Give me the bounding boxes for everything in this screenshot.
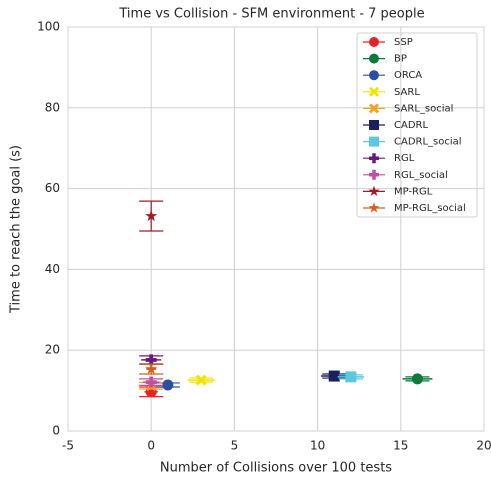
legend-marker bbox=[369, 37, 379, 47]
legend-text: RGL_social bbox=[394, 170, 448, 181]
point bbox=[145, 209, 158, 222]
x-tick-label: -5 bbox=[62, 439, 74, 453]
legend-text: MP-RGL_social bbox=[394, 203, 466, 214]
point bbox=[145, 362, 158, 375]
legend-text: BP bbox=[394, 54, 407, 65]
y-tick-label: 80 bbox=[45, 100, 60, 114]
legend-marker bbox=[369, 136, 379, 147]
x-tick-label: 0 bbox=[147, 439, 155, 453]
legend-text: SARL_social bbox=[394, 103, 453, 114]
legend-text: CADRL_social bbox=[394, 137, 462, 148]
y-axis-label: Time to reach the goal (s) bbox=[9, 145, 24, 314]
x-tick-label: 20 bbox=[476, 439, 491, 453]
x-axis-label: Number of Collisions over 100 tests bbox=[160, 461, 392, 476]
legend-marker bbox=[369, 103, 379, 114]
y-tick-label: 20 bbox=[45, 343, 60, 357]
point bbox=[162, 379, 174, 391]
legend-text: SSP bbox=[394, 37, 413, 48]
x-tick-label: 15 bbox=[393, 439, 408, 453]
legend-text: RGL bbox=[394, 153, 415, 164]
point bbox=[345, 371, 357, 383]
legend-marker bbox=[369, 70, 379, 81]
point bbox=[411, 373, 423, 385]
point bbox=[145, 376, 157, 388]
y-tick-label: 0 bbox=[52, 424, 60, 438]
legend-marker bbox=[369, 153, 379, 164]
point bbox=[145, 354, 157, 366]
legend bbox=[356, 32, 478, 218]
legend-marker bbox=[368, 185, 380, 197]
legend-text: ORCA bbox=[394, 70, 422, 81]
y-tick-label: 60 bbox=[45, 181, 60, 195]
legend-marker bbox=[369, 86, 379, 97]
legend-marker bbox=[368, 202, 380, 213]
x-tick-label: 10 bbox=[310, 439, 325, 453]
legend-text: SARL bbox=[394, 87, 420, 98]
point bbox=[195, 374, 207, 386]
point bbox=[328, 370, 340, 382]
chart-title: Time vs Collision - SFM environment - 7 … bbox=[118, 7, 424, 22]
legend-text: MP-RGL bbox=[394, 186, 433, 197]
x-tick-label: 5 bbox=[231, 439, 239, 453]
legend-marker bbox=[369, 120, 379, 130]
legend-marker bbox=[369, 53, 379, 64]
legend-text: CADRL bbox=[394, 120, 428, 131]
legend-marker bbox=[369, 169, 379, 180]
y-tick-label: 40 bbox=[45, 262, 60, 276]
y-tick-label: 100 bbox=[37, 20, 60, 34]
